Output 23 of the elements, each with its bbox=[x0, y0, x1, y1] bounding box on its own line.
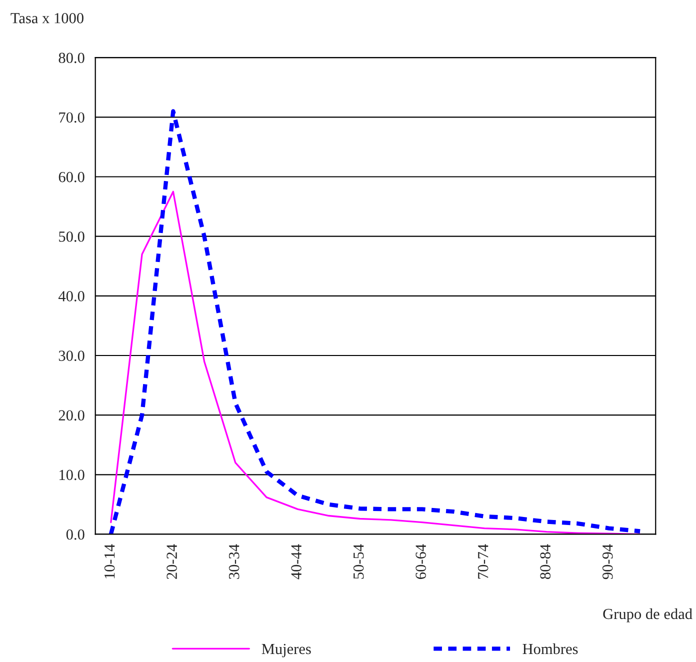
y-tick-label: 40.0 bbox=[58, 291, 84, 302]
y-tick-label: 80.0 bbox=[58, 52, 84, 64]
x-tick-label: 40-44 bbox=[291, 544, 302, 580]
x-tick-label: 30-34 bbox=[228, 544, 240, 579]
y-axis-title: Tasa x 1000 bbox=[10, 13, 84, 24]
x-tick-label: 70-74 bbox=[478, 544, 488, 579]
x-axis-title: Grupo de edad bbox=[603, 608, 692, 622]
x-tick-label: 80-84 bbox=[540, 544, 551, 580]
legend-label: Mujeres bbox=[262, 644, 311, 658]
x-tick-label: 90-94 bbox=[602, 544, 613, 580]
line-series bbox=[108, 109, 642, 534]
y-tick-label: 60.0 bbox=[58, 172, 84, 182]
y-tick-label: 10.0 bbox=[60, 470, 84, 480]
y-tick-label: 20.0 bbox=[58, 410, 84, 421]
x-tick-label: 10-14 bbox=[104, 544, 115, 578]
x-tick-label: 60-64 bbox=[416, 544, 426, 579]
y-tick-label: 30.0 bbox=[58, 350, 84, 362]
x-tick-label: 50-54 bbox=[353, 544, 364, 579]
legend-label: Hombres bbox=[522, 643, 578, 654]
y-tick-label: 50.0 bbox=[59, 231, 84, 242]
x-tick-label: 20-24 bbox=[166, 544, 177, 579]
y-tick-label: 0.0 bbox=[66, 529, 84, 540]
y-tick-label: 70.0 bbox=[59, 112, 84, 123]
